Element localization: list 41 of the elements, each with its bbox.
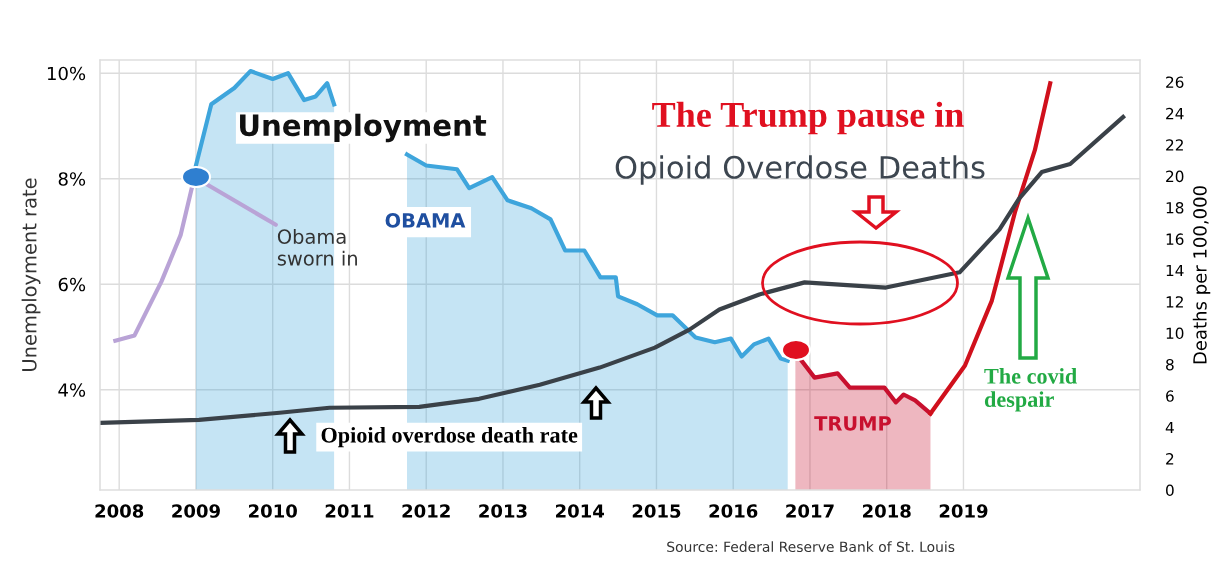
y2-tick-label: 0 bbox=[1166, 484, 1174, 497]
y2-tick-label: 8 bbox=[1166, 358, 1174, 371]
x-tick-label: 2015 bbox=[632, 504, 681, 518]
x-tick-label: 2010 bbox=[249, 504, 297, 518]
text: The Trump pause in bbox=[652, 101, 964, 135]
y2-tick-label: 14 bbox=[1166, 264, 1184, 277]
annotation: The covid despair bbox=[984, 368, 1077, 412]
y2-tick-label: 20 bbox=[1166, 170, 1184, 183]
x-tick-label: 2008 bbox=[95, 504, 144, 518]
text: Opioid Overdose Deaths bbox=[615, 155, 985, 185]
y2-tick-label: 16 bbox=[1166, 233, 1184, 245]
x-tick-label: 2017 bbox=[786, 504, 834, 518]
x-tick-label: 2011 bbox=[325, 504, 374, 518]
annotation: TRUMP bbox=[814, 416, 891, 431]
annotation: OBAMA bbox=[385, 213, 466, 228]
source-note: Source: Federal Reserve Bank of St. Louis bbox=[667, 541, 955, 553]
x-tick-label: 2012 bbox=[402, 504, 450, 518]
annotation: Unemployment bbox=[240, 113, 487, 143]
annotation: Obama sworn in bbox=[277, 228, 357, 266]
y2-tick-label: 4 bbox=[1165, 421, 1174, 434]
y-tick-label: 8% bbox=[58, 172, 86, 186]
y2-tick-label: 12 bbox=[1166, 296, 1183, 308]
y2-axis-title: Deaths per 100,000 bbox=[1192, 186, 1211, 364]
y2-tick-label: 18 bbox=[1166, 201, 1184, 214]
x-tick-label: 2013 bbox=[479, 504, 527, 518]
y-tick-label: 6% bbox=[58, 277, 86, 292]
y-axis-title: Unemployment rate bbox=[21, 178, 41, 371]
x-tick-label: 2009 bbox=[172, 504, 220, 518]
x-tick-label: 2019 bbox=[939, 504, 988, 518]
y2-tick-label: 24 bbox=[1166, 107, 1184, 120]
annotation: Opioid overdose death rate bbox=[321, 427, 578, 448]
y-tick-label: 4% bbox=[58, 383, 86, 397]
y2-tick-label: 6 bbox=[1166, 390, 1174, 402]
y-tick-label: 10% bbox=[47, 66, 86, 81]
y2-tick-label: 10 bbox=[1166, 327, 1184, 340]
x-tick-label: 2014 bbox=[556, 504, 604, 518]
y2-tick-label: 26 bbox=[1166, 76, 1184, 88]
y2-tick-label: 2 bbox=[1166, 453, 1174, 465]
y2-tick-label: 22 bbox=[1166, 139, 1183, 151]
x-tick-label: 2018 bbox=[863, 504, 911, 518]
x-tick-label: 2016 bbox=[709, 504, 758, 518]
